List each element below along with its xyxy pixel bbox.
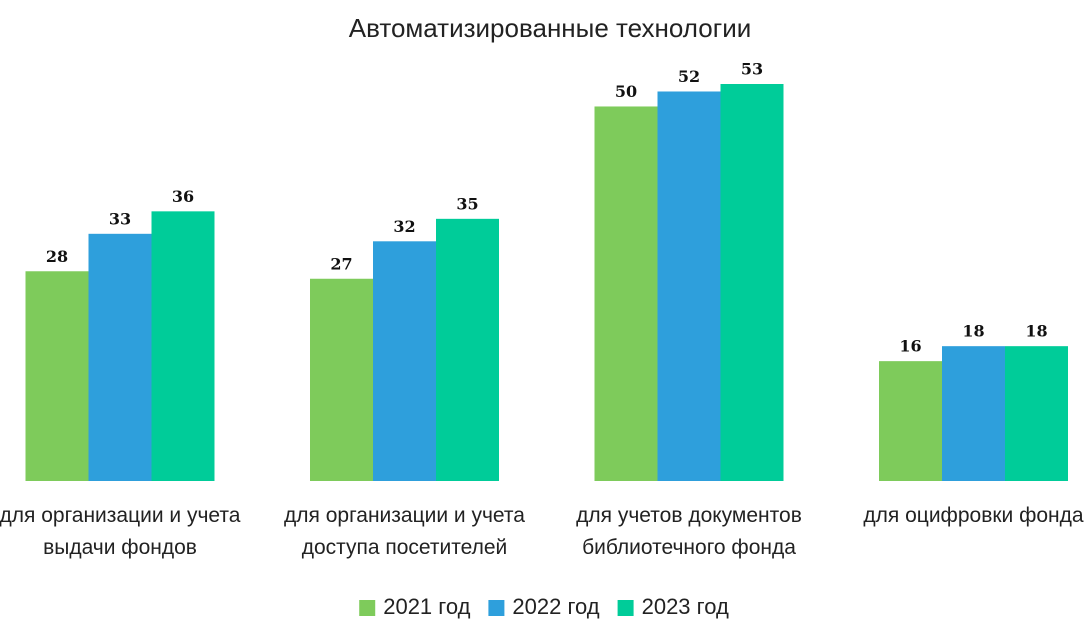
bar — [1005, 346, 1068, 481]
value-label: 50 — [615, 82, 637, 101]
bar — [151, 211, 215, 481]
bar — [436, 218, 499, 481]
x-tick-label: для организации и учета выдачи фондов — [0, 504, 241, 559]
x-tick-label: для учетов документов библиотечного фонд… — [576, 504, 802, 559]
bar — [720, 84, 784, 481]
x-tick-label: для организации и учета доступа посетите… — [284, 504, 525, 559]
value-label: 36 — [172, 187, 194, 206]
legend-swatch — [617, 600, 634, 616]
legend-label: 2023 год — [642, 594, 729, 619]
legend-label: 2022 год — [512, 594, 599, 619]
legend-label: 2021 год — [383, 594, 470, 619]
x-tick-label: для оцифровки фонда — [863, 504, 1084, 527]
bar — [88, 233, 152, 481]
bar — [942, 346, 1005, 481]
value-label: 28 — [46, 247, 68, 266]
bar — [373, 241, 436, 481]
value-label: 35 — [456, 194, 478, 213]
legend-swatch — [488, 600, 505, 616]
value-label: 33 — [109, 209, 131, 228]
value-label: 27 — [330, 254, 352, 273]
bar — [310, 278, 373, 481]
chart-title: Автоматизированные технологии — [349, 13, 752, 43]
value-label: 52 — [678, 67, 700, 86]
bar — [594, 106, 658, 482]
bar — [657, 91, 721, 481]
value-label: 16 — [899, 337, 921, 356]
value-label: 32 — [393, 217, 415, 236]
value-label: 53 — [741, 60, 763, 79]
legend-swatch — [359, 600, 376, 616]
bar — [25, 271, 89, 481]
value-label: 18 — [1025, 322, 1047, 341]
value-label: 18 — [962, 322, 984, 341]
bar — [879, 361, 942, 481]
